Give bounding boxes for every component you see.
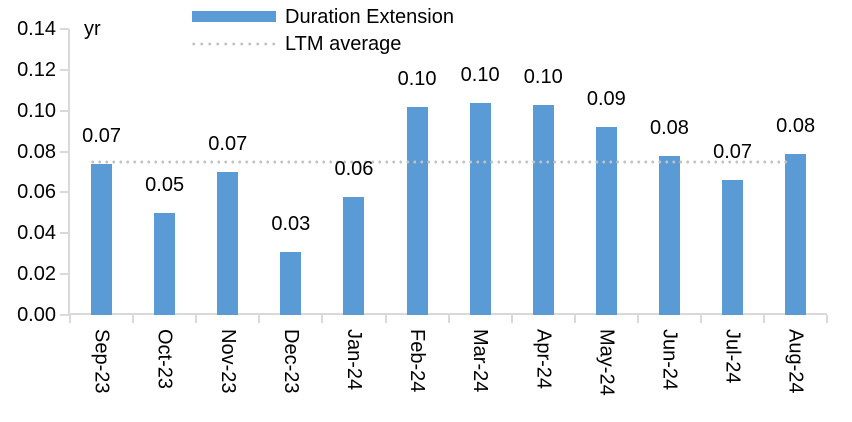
data-label-jun-24: 0.08 [649, 116, 689, 139]
x-axis-label-sep-23: Sep-23 [90, 329, 113, 394]
bar-jan-24 [343, 196, 365, 315]
y-axis-tick-label: 0.02 [17, 263, 56, 286]
bar-oct-23 [154, 212, 176, 315]
data-label-oct-23: 0.05 [145, 173, 185, 196]
data-label-sep-23: 0.07 [82, 124, 122, 147]
y-axis-tick-mark [60, 273, 69, 276]
data-label-may-24: 0.09 [586, 88, 626, 111]
x-axis-label-aug-24: Aug-24 [784, 329, 807, 394]
legend: Duration Extension LTM average [192, 3, 454, 57]
bar-jul-24 [722, 180, 744, 315]
bar-dec-23 [280, 251, 302, 315]
y-axis-line [68, 29, 70, 315]
y-axis-tick-mark [60, 68, 69, 71]
x-axis-tick-mark [384, 315, 387, 323]
data-label-dec-23: 0.03 [271, 212, 311, 235]
data-label-jan-24: 0.06 [334, 157, 374, 180]
y-axis-tick-mark [60, 232, 69, 235]
y-axis-tick-label: 0.04 [17, 222, 56, 245]
x-axis-tick-mark [573, 315, 576, 323]
x-axis-label-apr-24: Apr-24 [532, 329, 555, 390]
bar-jun-24 [658, 155, 680, 315]
data-label-apr-24: 0.10 [523, 65, 563, 88]
y-axis-tick-label: 0.12 [17, 58, 56, 81]
legend-item-duration-extension: Duration Extension [192, 3, 454, 30]
legend-bar-swatch-icon [192, 11, 276, 22]
y-axis-tick-label: 0.06 [17, 181, 56, 204]
x-axis-label-dec-23: Dec-23 [279, 329, 302, 394]
x-axis-tick-mark [700, 315, 702, 323]
x-axis-tick-mark [258, 315, 261, 323]
bar-aug-24 [785, 153, 807, 315]
legend-label-ltm-average: LTM average [285, 32, 402, 55]
x-axis-tick-mark [132, 315, 135, 323]
legend-item-ltm-average: LTM average [192, 30, 454, 57]
data-label-nov-23: 0.07 [208, 133, 248, 155]
y-axis-tick-mark [60, 314, 69, 316]
data-label-mar-24: 0.10 [460, 63, 500, 86]
y-axis-tick-mark [60, 150, 69, 153]
bar-apr-24 [532, 104, 554, 315]
x-axis-label-nov-23: Nov-23 [216, 329, 239, 394]
x-axis-label-jul-24: Jul-24 [721, 329, 744, 384]
bar-sep-23 [91, 163, 113, 315]
x-axis-tick-mark [195, 315, 198, 323]
x-axis-tick-mark [321, 315, 324, 323]
x-axis-line [68, 313, 827, 315]
y-axis-tick-label: 0.10 [17, 99, 56, 122]
x-axis-tick-mark [636, 315, 639, 323]
x-axis-tick-mark [447, 315, 450, 323]
data-label-jul-24: 0.07 [713, 141, 753, 164]
y-axis-tick-label: 0.00 [17, 304, 56, 326]
y-axis-unit-label: yr [84, 18, 101, 40]
x-axis-label-jun-24: Jun-24 [658, 329, 681, 391]
x-axis-label-feb-24: Feb-24 [406, 329, 429, 393]
x-axis-tick-mark [69, 315, 71, 323]
legend-dotted-swatch-icon [192, 41, 276, 46]
x-axis-tick-mark [826, 315, 829, 323]
x-axis-tick-mark [510, 315, 513, 323]
x-axis-tick-mark [763, 315, 766, 323]
y-axis-tick-label: 0.08 [17, 140, 56, 163]
legend-label-duration-extension: Duration Extension [285, 5, 454, 28]
x-axis-label-jan-24: Jan-24 [342, 329, 365, 391]
y-axis-tick-mark [60, 191, 69, 194]
x-axis-label-mar-24: Mar-24 [469, 329, 492, 393]
bar-mar-24 [469, 102, 491, 315]
ltm-average-line [91, 159, 791, 164]
bar-nov-23 [217, 172, 239, 315]
y-axis-tick-label: 0.14 [17, 18, 56, 40]
x-axis-label-oct-23: Oct-23 [153, 329, 176, 390]
data-label-feb-24: 0.10 [397, 67, 437, 90]
y-axis-tick-mark [60, 109, 69, 112]
x-axis-label-may-24: May-24 [595, 329, 618, 396]
y-axis-tick-mark [60, 28, 69, 30]
data-label-aug-24: 0.08 [776, 114, 816, 137]
bar-feb-24 [406, 106, 428, 315]
bar-may-24 [595, 127, 617, 315]
